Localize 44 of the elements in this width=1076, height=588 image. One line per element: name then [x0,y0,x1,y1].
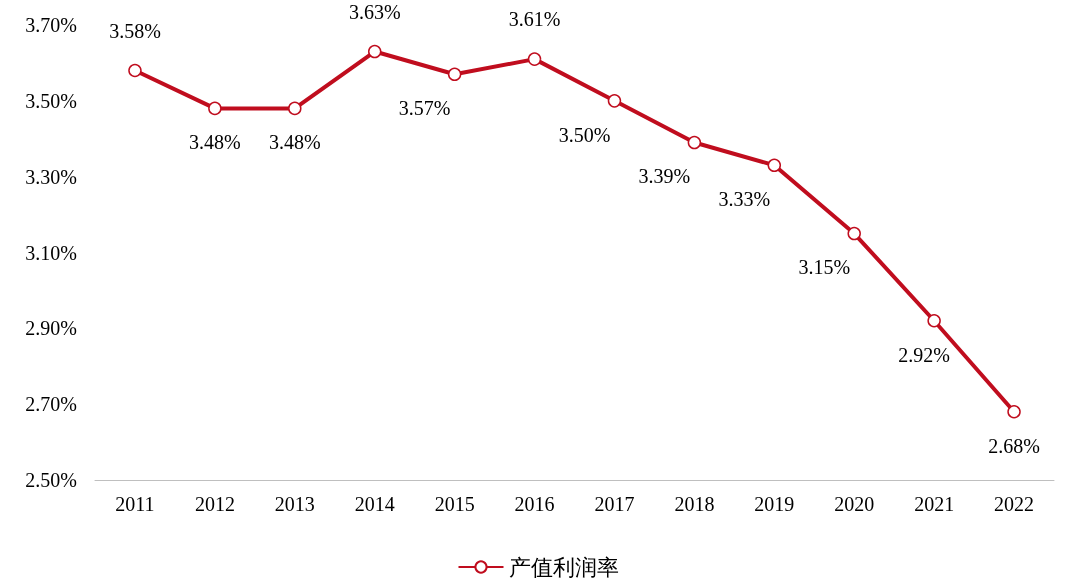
x-tick-label: 2019 [754,493,795,515]
data-label: 3.48% [189,131,241,154]
data-label: 2.68% [988,434,1040,457]
data-label: 3.63% [348,0,401,23]
y-tick-label: 3.70% [25,14,77,36]
point [1007,405,1021,419]
point [767,158,782,173]
y-tick-label: 2.70% [25,393,77,416]
x-tick-label: 2018 [674,493,715,515]
x-tick-label: 2016 [514,493,555,515]
x-tick-label: 2021 [914,493,955,515]
x-tick-label: 2015 [434,493,475,515]
data-label: 3.50% [558,123,611,146]
data-label: 2.92% [898,343,950,366]
x-tick-label: 2020 [834,493,875,515]
point [527,52,542,66]
legend-label: 产值利润率 [508,554,619,580]
point [288,101,302,116]
x-tick-label: 2017 [594,493,635,515]
data-label: 3.15% [798,256,851,279]
x-tick-label: 2013 [274,493,315,515]
data-label: 3.57% [398,97,451,120]
point [847,226,861,241]
y-tick-label: 3.30% [25,165,77,188]
y-tick-label: 2.90% [25,317,77,340]
data-label: 3.48% [268,131,321,154]
data-label: 3.39% [638,165,691,188]
x-tick-label: 2022 [994,493,1035,515]
point [607,94,622,108]
point [208,101,222,116]
y-tick-label: 3.50% [25,89,77,112]
point [687,135,702,150]
x-tick-label: 2014 [354,493,395,515]
data-label: 3.58% [109,19,161,42]
point [447,67,462,82]
point [367,44,382,59]
point [927,314,941,328]
data-label: 3.61% [508,8,561,31]
y-tick-label: 2.50% [25,469,77,491]
data-label: 3.33% [718,188,771,211]
x-tick-label: 2011 [115,493,155,515]
y-tick-label: 3.10% [25,241,77,264]
x-tick-label: 2012 [194,493,235,515]
point [128,63,142,78]
